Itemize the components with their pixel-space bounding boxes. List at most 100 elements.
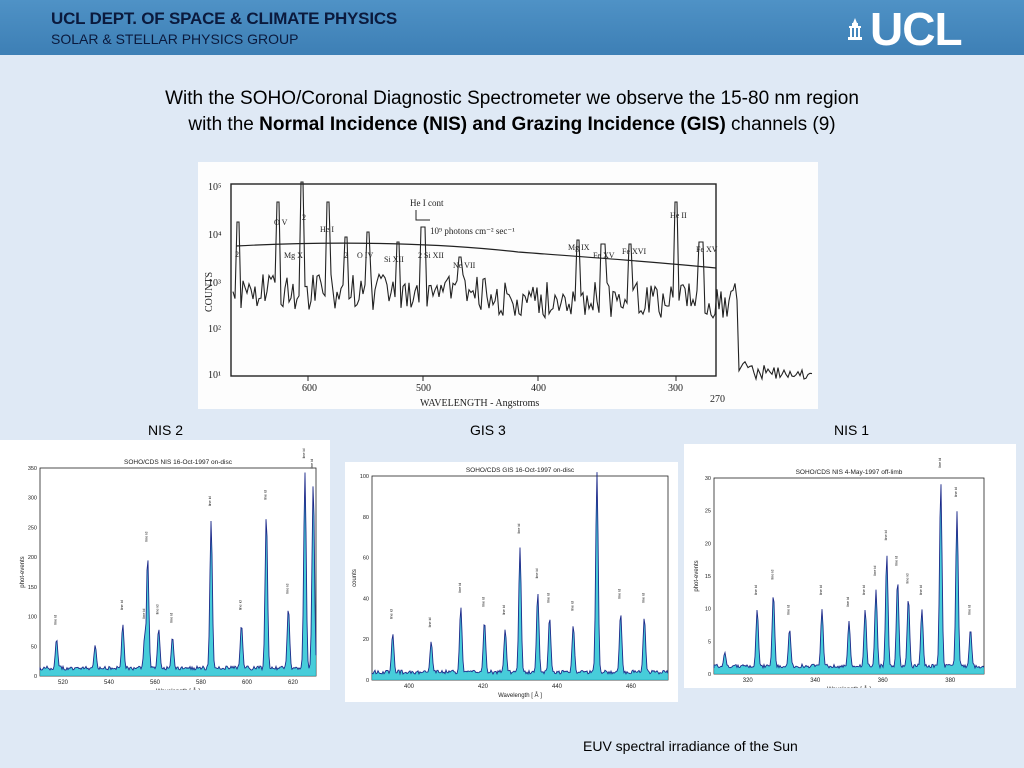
line-id-label: line id <box>156 604 160 614</box>
panel-ytick: 250 <box>28 525 37 531</box>
panel-ytick: 0 <box>34 674 37 680</box>
line-id-label: line id <box>285 584 289 594</box>
panel-xlabel: Wavelength [ Å ] <box>498 692 542 699</box>
line-id-label: line id <box>618 589 622 599</box>
line-id-label: line id <box>120 600 124 610</box>
group-subtitle: SOLAR & STELLAR PHYSICS GROUP <box>51 31 299 47</box>
panel-xtick: 520 <box>58 680 69 686</box>
panel-ytick: 5 <box>708 639 711 645</box>
xtick-400: 400 <box>531 383 546 394</box>
svg-text:O V: O V <box>274 218 288 227</box>
line-id-label: line id <box>570 601 574 611</box>
line-id-label: line id <box>954 487 958 497</box>
panel-xtick: 360 <box>878 678 889 684</box>
svg-text:2: 2 <box>302 213 306 222</box>
spectrum-panel-nis2: SOHO/CDS NIS 16-Oct-1997 on-disc 520 540 56… <box>0 440 330 695</box>
main-xlabel: WAVELENGTH - Angstroms <box>420 398 539 409</box>
svg-text:He I: He I <box>320 225 334 234</box>
panel-ytick: 0 <box>366 678 369 684</box>
label-gis3: GIS 3 <box>470 422 506 438</box>
line-id-label: line id <box>535 568 539 578</box>
line-id-label: line id <box>547 593 551 603</box>
line-id-label: line id <box>895 556 899 566</box>
line-id-label: line id <box>938 458 942 468</box>
line-id-label: line id <box>481 597 485 607</box>
line-id-label: line id <box>502 605 506 615</box>
ytick-1e3: 10³ <box>208 278 221 289</box>
panel-xtick: 460 <box>626 684 637 690</box>
panel-nis2-svg: SOHO/CDS NIS 16-Oct-1997 on-disc 520 540 56… <box>20 448 317 695</box>
svg-text:Fe XV: Fe XV <box>696 245 718 254</box>
title-line-2-bold: Normal Incidence (NIS) and Grazing Incid… <box>259 114 726 135</box>
svg-text:O IV: O IV <box>357 251 373 260</box>
panel-ytick: 80 <box>363 515 369 521</box>
panel-trace <box>39 472 317 672</box>
panel-ytick: 50 <box>31 644 37 650</box>
panel-ytick: 20 <box>363 637 369 643</box>
line-id-label: line id <box>754 585 758 595</box>
panel-ytick: 0 <box>708 672 711 678</box>
panel-ytick: 100 <box>360 474 369 480</box>
line-id-label: line id <box>968 605 972 615</box>
main-spectrum-figure: 10⁵ 10⁴ 10³ 10² 10¹ 600 500 400 300 270 … <box>198 162 818 409</box>
line-id-label: line id <box>819 585 823 595</box>
panel-title: SOHO/CDS NIS 16-Oct-1997 on-disc <box>124 459 233 466</box>
ytick-1e2: 10² <box>208 324 221 335</box>
line-id-label: line id <box>905 574 909 584</box>
line-id-label: line id <box>390 609 394 619</box>
panel-ytick: 30 <box>705 476 711 482</box>
panel-xtick: 560 <box>150 680 161 686</box>
panel-ytick: 350 <box>28 466 37 472</box>
title-line-1: With the SOHO/Coronal Diagnostic Spectro… <box>165 88 859 109</box>
panel-xtick: 600 <box>242 680 253 686</box>
line-id-label: line id <box>169 613 173 623</box>
title-line-2: with the Normal Incidence (NIS) and Graz… <box>0 112 1024 138</box>
ucl-logo-text: UCL <box>870 3 963 55</box>
svg-text:Mg X: Mg X <box>284 251 303 260</box>
panel-title: SOHO/CDS GIS 16-Oct-1997 on-disc <box>466 467 575 474</box>
panel-trace <box>371 472 669 676</box>
panel-ytick: 60 <box>363 556 369 562</box>
panel-ytick: 15 <box>705 574 711 580</box>
panel-frame <box>39 467 317 677</box>
line-id-label: line id <box>846 597 850 607</box>
line-id-label: line id <box>54 615 58 625</box>
panel-ylabel: phot-events <box>694 560 700 591</box>
xtick-300: 300 <box>668 383 683 394</box>
panel-fill <box>372 472 668 680</box>
line-id-label: line id <box>238 600 242 610</box>
title-line-2-suffix: channels (9) <box>725 114 836 135</box>
panel-ytick: 150 <box>28 585 37 591</box>
line-id-label: line id <box>770 570 774 580</box>
line-id-label: line id <box>458 583 462 593</box>
panel-ylabel: phot-events <box>20 556 26 587</box>
continuum-annotation: 10⁹ photons cm⁻² sec⁻¹ <box>430 226 515 236</box>
panel-xtick: 580 <box>196 680 207 686</box>
ucl-logo: UCL <box>842 3 1002 55</box>
svg-text:2: 2 <box>344 251 348 260</box>
panel-ytick: 100 <box>28 615 37 621</box>
line-id-label: line id <box>310 459 314 469</box>
svg-text:Ne VII: Ne VII <box>453 261 476 270</box>
panel-xtick: 620 <box>288 680 299 686</box>
panel-xtick: 400 <box>404 684 415 690</box>
panel-fill <box>714 484 984 674</box>
line-id-label: line id <box>641 593 645 603</box>
panel-ytick: 200 <box>28 555 37 561</box>
line-id-label: line id <box>263 490 267 500</box>
line-id-label: line id <box>919 585 923 595</box>
panel-ylabel: counts <box>352 569 358 587</box>
panel-xtick: 380 <box>945 678 956 684</box>
xtick-500: 500 <box>416 383 431 394</box>
title-line-2-prefix: with the <box>188 114 260 135</box>
line-id-label: line id <box>208 496 212 506</box>
panel-ytick: 40 <box>363 596 369 602</box>
label-nis2: NIS 2 <box>148 422 184 438</box>
line-id-label: line id <box>873 566 877 576</box>
svg-text:Si XII: Si XII <box>384 255 404 264</box>
line-id-label: line id <box>517 524 521 534</box>
panel-xtick: 340 <box>810 678 821 684</box>
ytick-1e4: 10⁴ <box>208 230 222 241</box>
portico-icon <box>848 18 862 40</box>
